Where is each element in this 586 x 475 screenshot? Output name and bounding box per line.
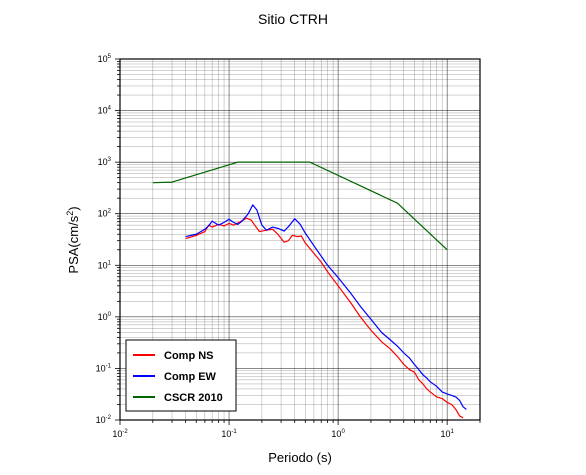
chart-title: Sitio CTRH: [258, 11, 328, 27]
legend-label-comp-ew: Comp EW: [164, 371, 217, 383]
y-tick-label-exp: 1: [108, 260, 112, 266]
y-tick-label-exp: -2: [106, 415, 112, 421]
legend: Comp NS Comp EW CSCR 2010: [125, 339, 237, 412]
y-tick-label: 102: [98, 209, 112, 219]
x-tick-label: 100: [331, 429, 345, 439]
series-layer: [152, 161, 467, 419]
x-tick-label-exp: 0: [341, 429, 345, 435]
y-tick-label-exp: 2: [108, 209, 112, 215]
x-tick-label-exp: -1: [231, 429, 237, 435]
y-tick-label-base: 10: [96, 363, 106, 373]
y-tick-label-exp: 0: [108, 312, 112, 318]
x-tick-label-exp: 1: [451, 429, 455, 435]
x-tick-label: 10-1: [221, 429, 237, 439]
legend-label-comp-ns: Comp NS: [164, 350, 214, 362]
x-tick-label-base: 10: [331, 429, 341, 439]
y-tick-label-base: 10: [98, 106, 108, 116]
x-tick-label: 10-2: [112, 429, 128, 439]
legend-label-cscr-2010: CSCR 2010: [164, 392, 223, 404]
y-tick-label: 101: [98, 260, 112, 270]
x-axis-label: Periodo (s): [268, 450, 332, 465]
y-tick-label: 103: [98, 157, 112, 167]
y-axis-label-sup: 2: [65, 211, 75, 216]
tick-marks: [115, 58, 481, 425]
y-tick-label: 10-2: [96, 415, 112, 425]
y-tick-label-base: 10: [98, 157, 108, 167]
y-tick-label-exp: 4: [108, 106, 112, 112]
y-tick-label-base: 10: [96, 415, 106, 425]
y-tick-label-base: 10: [98, 312, 108, 322]
series-line-comp-ns: [185, 217, 464, 419]
y-axis-label-close: ): [66, 206, 81, 210]
y-axis-label: PSA(cm/s2): [65, 206, 81, 273]
y-axis-label-base: PSA(cm/s: [66, 215, 81, 273]
x-tick-label-exp: -2: [122, 429, 128, 435]
y-tick-label: 10-1: [96, 363, 112, 373]
y-tick-label-base: 10: [98, 260, 108, 270]
y-tick-label: 100: [98, 312, 112, 322]
x-tick-label-base: 10: [440, 429, 450, 439]
y-tick-label-exp: 3: [108, 157, 112, 163]
y-tick-label-exp: -1: [106, 363, 112, 369]
y-tick-label-base: 10: [98, 209, 108, 219]
plot-frame: [119, 58, 481, 421]
series-line-cscr-2010: [152, 161, 448, 251]
y-tick-label-base: 10: [98, 54, 108, 64]
series-line-comp-ew: [185, 204, 467, 410]
y-tick-label-exp: 5: [108, 54, 112, 60]
x-tick-label: 101: [440, 429, 454, 439]
y-tick-label: 105: [98, 54, 112, 64]
x-tick-label-base: 10: [221, 429, 231, 439]
x-tick-label-base: 10: [112, 429, 122, 439]
y-tick-label: 104: [98, 106, 112, 116]
